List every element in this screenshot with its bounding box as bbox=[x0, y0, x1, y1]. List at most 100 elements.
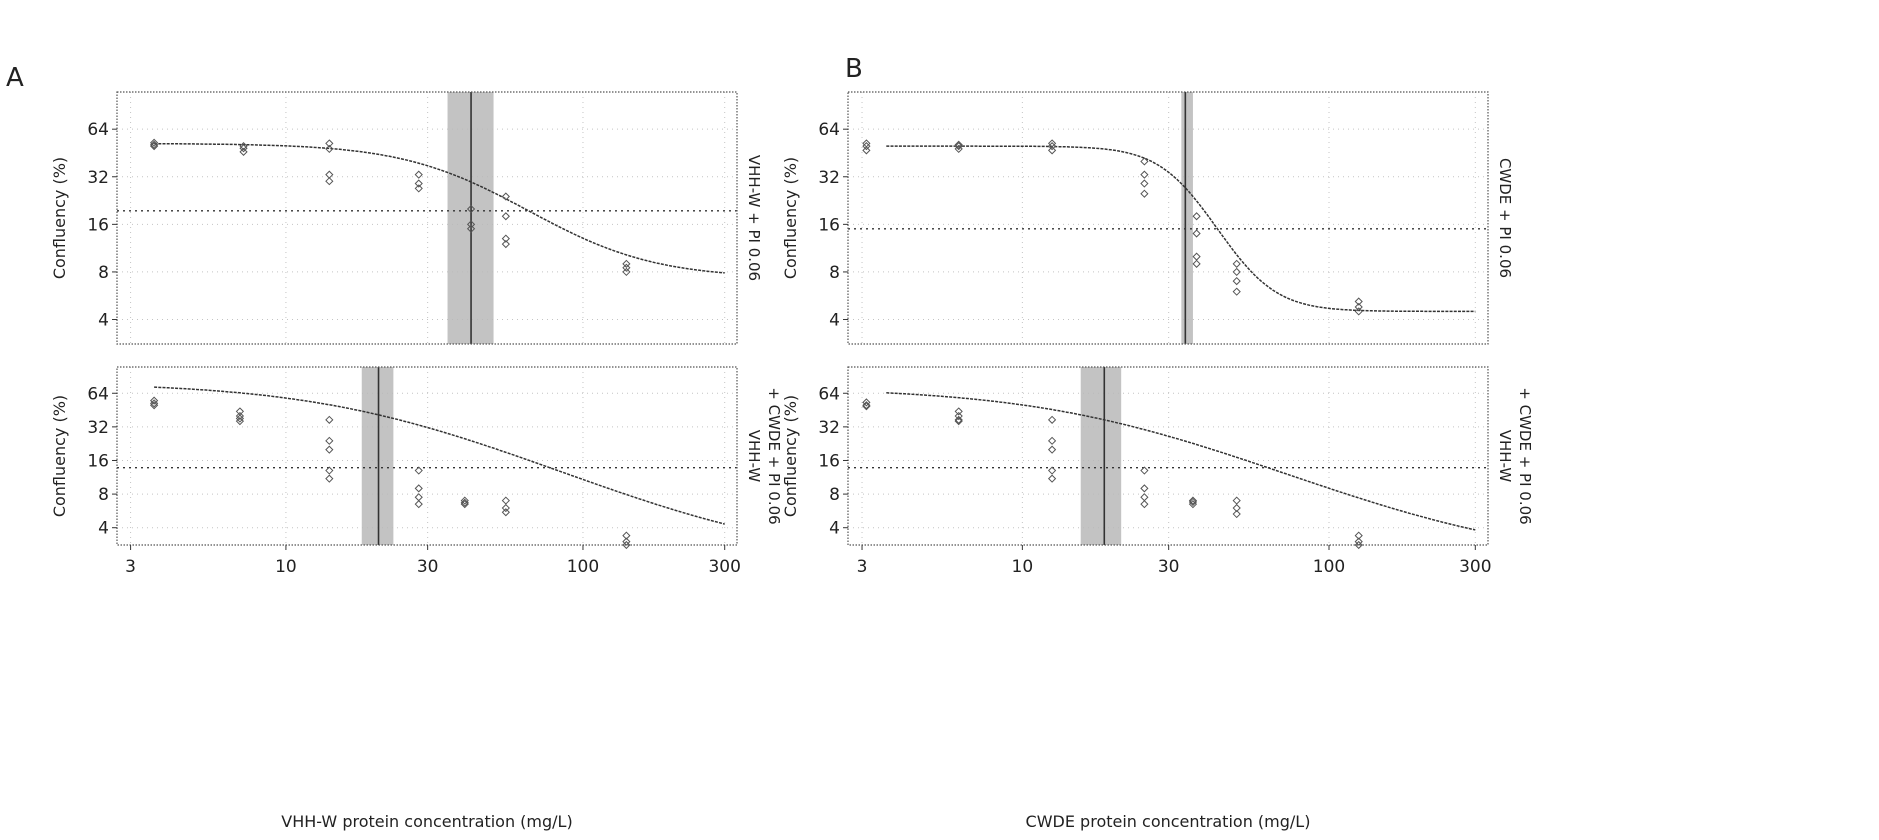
y-tick-label: 64 bbox=[87, 384, 109, 404]
y-tick-label: 16 bbox=[87, 451, 109, 471]
data-point bbox=[1233, 288, 1240, 295]
data-point bbox=[1233, 278, 1240, 285]
data-point bbox=[326, 446, 333, 453]
data-point bbox=[415, 180, 422, 187]
data-point bbox=[1049, 416, 1056, 423]
y-axis-label: Confluency (%) bbox=[781, 157, 800, 279]
y-tick-label: 32 bbox=[818, 168, 840, 188]
figure-panel-label: A bbox=[6, 63, 24, 93]
data-point bbox=[415, 185, 422, 192]
data-point bbox=[955, 408, 962, 415]
data-point bbox=[502, 497, 509, 504]
y-tick-label: 16 bbox=[818, 451, 840, 471]
y-tick-label: 32 bbox=[87, 418, 109, 438]
data-point bbox=[1193, 260, 1200, 267]
y-tick-label: 64 bbox=[818, 120, 840, 140]
y-tick-label: 4 bbox=[98, 519, 109, 539]
panel-strip-label: VHH-W + PI 0.06 bbox=[745, 155, 763, 281]
y-tick-label: 8 bbox=[829, 263, 840, 283]
data-point bbox=[1141, 485, 1148, 492]
data-point bbox=[1141, 190, 1148, 197]
y-axis-label: Confluency (%) bbox=[781, 395, 800, 517]
panel-b-bottom: 4 8 16 32 64 Confluency (%) VHH-W+ CWDE + PI 0… bbox=[781, 367, 1534, 577]
ec50-confidence-band bbox=[362, 367, 394, 545]
ec50-confidence-band bbox=[1081, 367, 1121, 545]
y-axis-label: Confluency (%) bbox=[50, 157, 69, 279]
dose-response-figure: 4 8 16 32 64 Confluency (%) VHH-W + PI 0.06 4 8 1… bbox=[0, 0, 1879, 840]
figure-canvas: 4 8 16 32 64 Confluency (%) VHH-W + PI 0.06 4 8 1… bbox=[0, 0, 1879, 836]
y-tick-label: 64 bbox=[818, 384, 840, 404]
panel-b-top: 4 8 16 32 64 Confluency (%) CWDE + PI 0.06 bbox=[781, 92, 1514, 344]
data-point bbox=[1049, 147, 1056, 154]
data-point bbox=[326, 178, 333, 185]
data-point bbox=[623, 269, 630, 276]
data-point bbox=[1141, 494, 1148, 501]
data-point bbox=[415, 501, 422, 508]
data-point bbox=[1049, 446, 1056, 453]
y-tick-label: 16 bbox=[87, 215, 109, 235]
y-tick-label: 32 bbox=[818, 418, 840, 438]
panel-strip-label: VHH-W bbox=[745, 430, 763, 483]
panel-a-top: 4 8 16 32 64 Confluency (%) VHH-W + PI 0.06 bbox=[50, 92, 763, 344]
x-tick-label: 300 bbox=[1459, 557, 1491, 577]
panel-frame bbox=[117, 92, 737, 344]
data-point bbox=[326, 467, 333, 474]
data-point bbox=[1193, 253, 1200, 260]
data-point bbox=[1141, 180, 1148, 187]
x-axis-label: CWDE protein concentration (mg/L) bbox=[1026, 812, 1311, 831]
data-point bbox=[863, 143, 870, 150]
panel-a-bottom: 48163264Confluency (%)VHH-W+ CWDE + PI 0… bbox=[50, 367, 783, 577]
data-point bbox=[415, 494, 422, 501]
data-point bbox=[1233, 260, 1240, 267]
data-point bbox=[1049, 475, 1056, 482]
data-point bbox=[237, 415, 244, 422]
y-tick-label: 32 bbox=[87, 168, 109, 188]
panel-strip-label: + CWDE + PI 0.06 bbox=[1516, 387, 1534, 524]
data-point bbox=[1355, 308, 1362, 315]
panel-strip-label: VHH-W bbox=[1496, 430, 1514, 483]
x-tick-label: 10 bbox=[275, 557, 297, 577]
x-axis-label: VHH-W protein concentration (mg/L) bbox=[281, 812, 572, 831]
x-tick-label: 3 bbox=[857, 557, 868, 577]
y-tick-label: 4 bbox=[98, 311, 109, 331]
data-point bbox=[415, 171, 422, 178]
data-point bbox=[502, 509, 509, 516]
panel-strip-label: CWDE + PI 0.06 bbox=[1496, 158, 1514, 278]
y-tick-label: 4 bbox=[829, 311, 840, 331]
data-point bbox=[326, 171, 333, 178]
data-point bbox=[1193, 230, 1200, 237]
y-tick-label: 8 bbox=[98, 263, 109, 283]
ec50-confidence-band bbox=[1181, 92, 1193, 344]
data-point bbox=[326, 416, 333, 423]
figure-panel-label: B bbox=[845, 54, 863, 84]
y-tick-label: 8 bbox=[829, 485, 840, 505]
x-tick-label: 100 bbox=[1313, 557, 1345, 577]
x-tick-label: 10 bbox=[1012, 557, 1034, 577]
data-point bbox=[502, 213, 509, 220]
x-tick-label: 300 bbox=[708, 557, 740, 577]
y-tick-label: 16 bbox=[818, 215, 840, 235]
data-point bbox=[863, 147, 870, 154]
x-tick-label: 3 bbox=[125, 557, 136, 577]
data-point bbox=[1233, 269, 1240, 276]
data-point bbox=[1233, 497, 1240, 504]
y-tick-label: 64 bbox=[87, 120, 109, 140]
fitted-curve bbox=[886, 393, 1475, 530]
fitted-curve bbox=[154, 144, 725, 273]
data-point bbox=[326, 475, 333, 482]
data-point bbox=[326, 437, 333, 444]
data-point bbox=[1141, 171, 1148, 178]
y-tick-label: 8 bbox=[98, 485, 109, 505]
data-point bbox=[502, 193, 509, 200]
x-tick-label: 30 bbox=[417, 557, 439, 577]
x-tick-label: 30 bbox=[1158, 557, 1180, 577]
data-point bbox=[863, 140, 870, 147]
y-axis-label: Confluency (%) bbox=[50, 395, 69, 517]
panel-frame bbox=[848, 92, 1488, 344]
data-point bbox=[1193, 213, 1200, 220]
y-tick-label: 4 bbox=[829, 519, 840, 539]
data-point bbox=[237, 408, 244, 415]
data-point bbox=[1049, 437, 1056, 444]
data-point bbox=[502, 505, 509, 512]
x-tick-label: 100 bbox=[567, 557, 599, 577]
